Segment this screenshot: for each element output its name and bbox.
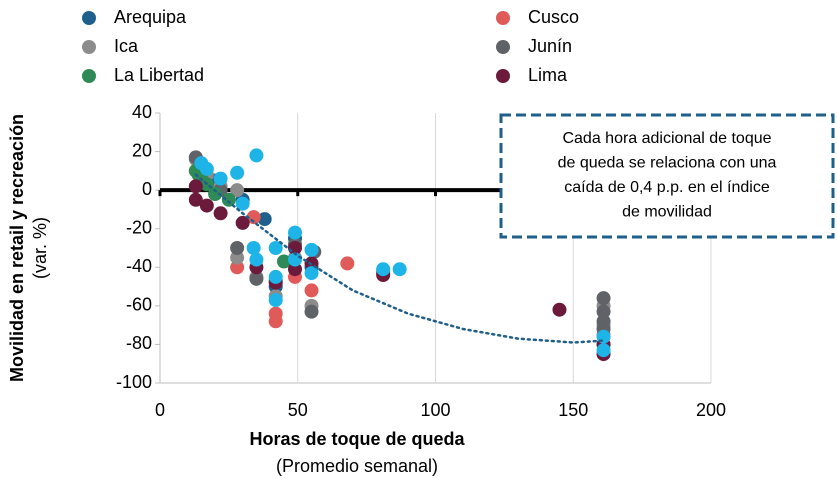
point [246,241,261,255]
point [304,304,319,319]
point [304,266,319,281]
point [268,269,283,284]
y-tick-label: -100 [116,372,152,392]
point [268,293,283,308]
point [596,329,611,344]
annotation-box [499,113,835,239]
point [230,250,245,265]
point [249,271,264,286]
y-tick-label: -20 [126,217,152,237]
annotation-text: caída de 0,4 p.p. en el índice [564,179,770,196]
point [376,262,391,277]
point [596,304,611,319]
point [221,192,236,207]
point [276,254,291,269]
legend-marker [496,69,510,83]
point [199,161,214,176]
x-tick-label: 0 [155,400,165,420]
point [392,262,407,277]
point [552,302,567,317]
point [304,242,319,257]
y-axis-label: Movilidad en retail y recreación [7,114,27,382]
point [246,210,261,225]
point [235,215,250,230]
point [596,343,611,358]
y-tick-label: 40 [132,102,152,122]
legend-marker [82,69,96,83]
point [208,187,223,201]
x-axis-sublabel: (Promedio semanal) [276,456,438,476]
annotation-text: de movilidad [622,204,712,221]
x-tick-label: 200 [696,400,726,420]
annotation-text: Cada hora adicional de toque [562,130,771,147]
point [268,241,283,255]
legend-marker [496,11,510,25]
point [249,252,264,267]
point [230,183,245,198]
point [188,179,203,194]
point [340,256,355,271]
legend-marker [496,40,510,54]
point [199,198,214,213]
point [235,196,250,211]
y-tick-label: 0 [142,179,152,199]
legend-label: Arequipa [114,7,187,27]
point [304,283,319,298]
x-tick-label: 150 [558,400,588,420]
point [596,291,611,306]
point [287,262,302,277]
point [257,212,272,227]
point [287,225,302,240]
legend-label: Junín [528,36,572,56]
y-tick-label: -40 [126,256,152,276]
legend-label: La Libertad [114,65,204,85]
legend-label: Ica [114,36,139,56]
legend-label: Lima [528,65,568,85]
point [230,165,245,180]
y-axis-sublabel: (var. %) [30,217,50,279]
point [249,148,264,163]
annotation-text: de queda se relaciona con una [558,155,777,172]
point [213,171,228,186]
x-tick-label: 100 [420,400,450,420]
y-tick-label: 20 [132,140,152,160]
x-axis-label: Horas de toque de queda [249,429,465,449]
point [188,192,203,207]
point [213,206,228,221]
point [268,314,283,329]
legend-marker [82,40,96,54]
y-tick-label: -60 [126,295,152,315]
point [230,241,245,255]
point [230,260,245,275]
y-tick-label: -80 [126,333,152,353]
legend-marker [82,11,96,25]
trendline [194,173,605,344]
x-tick-label: 50 [288,400,308,420]
legend-label: Cusco [528,7,579,27]
